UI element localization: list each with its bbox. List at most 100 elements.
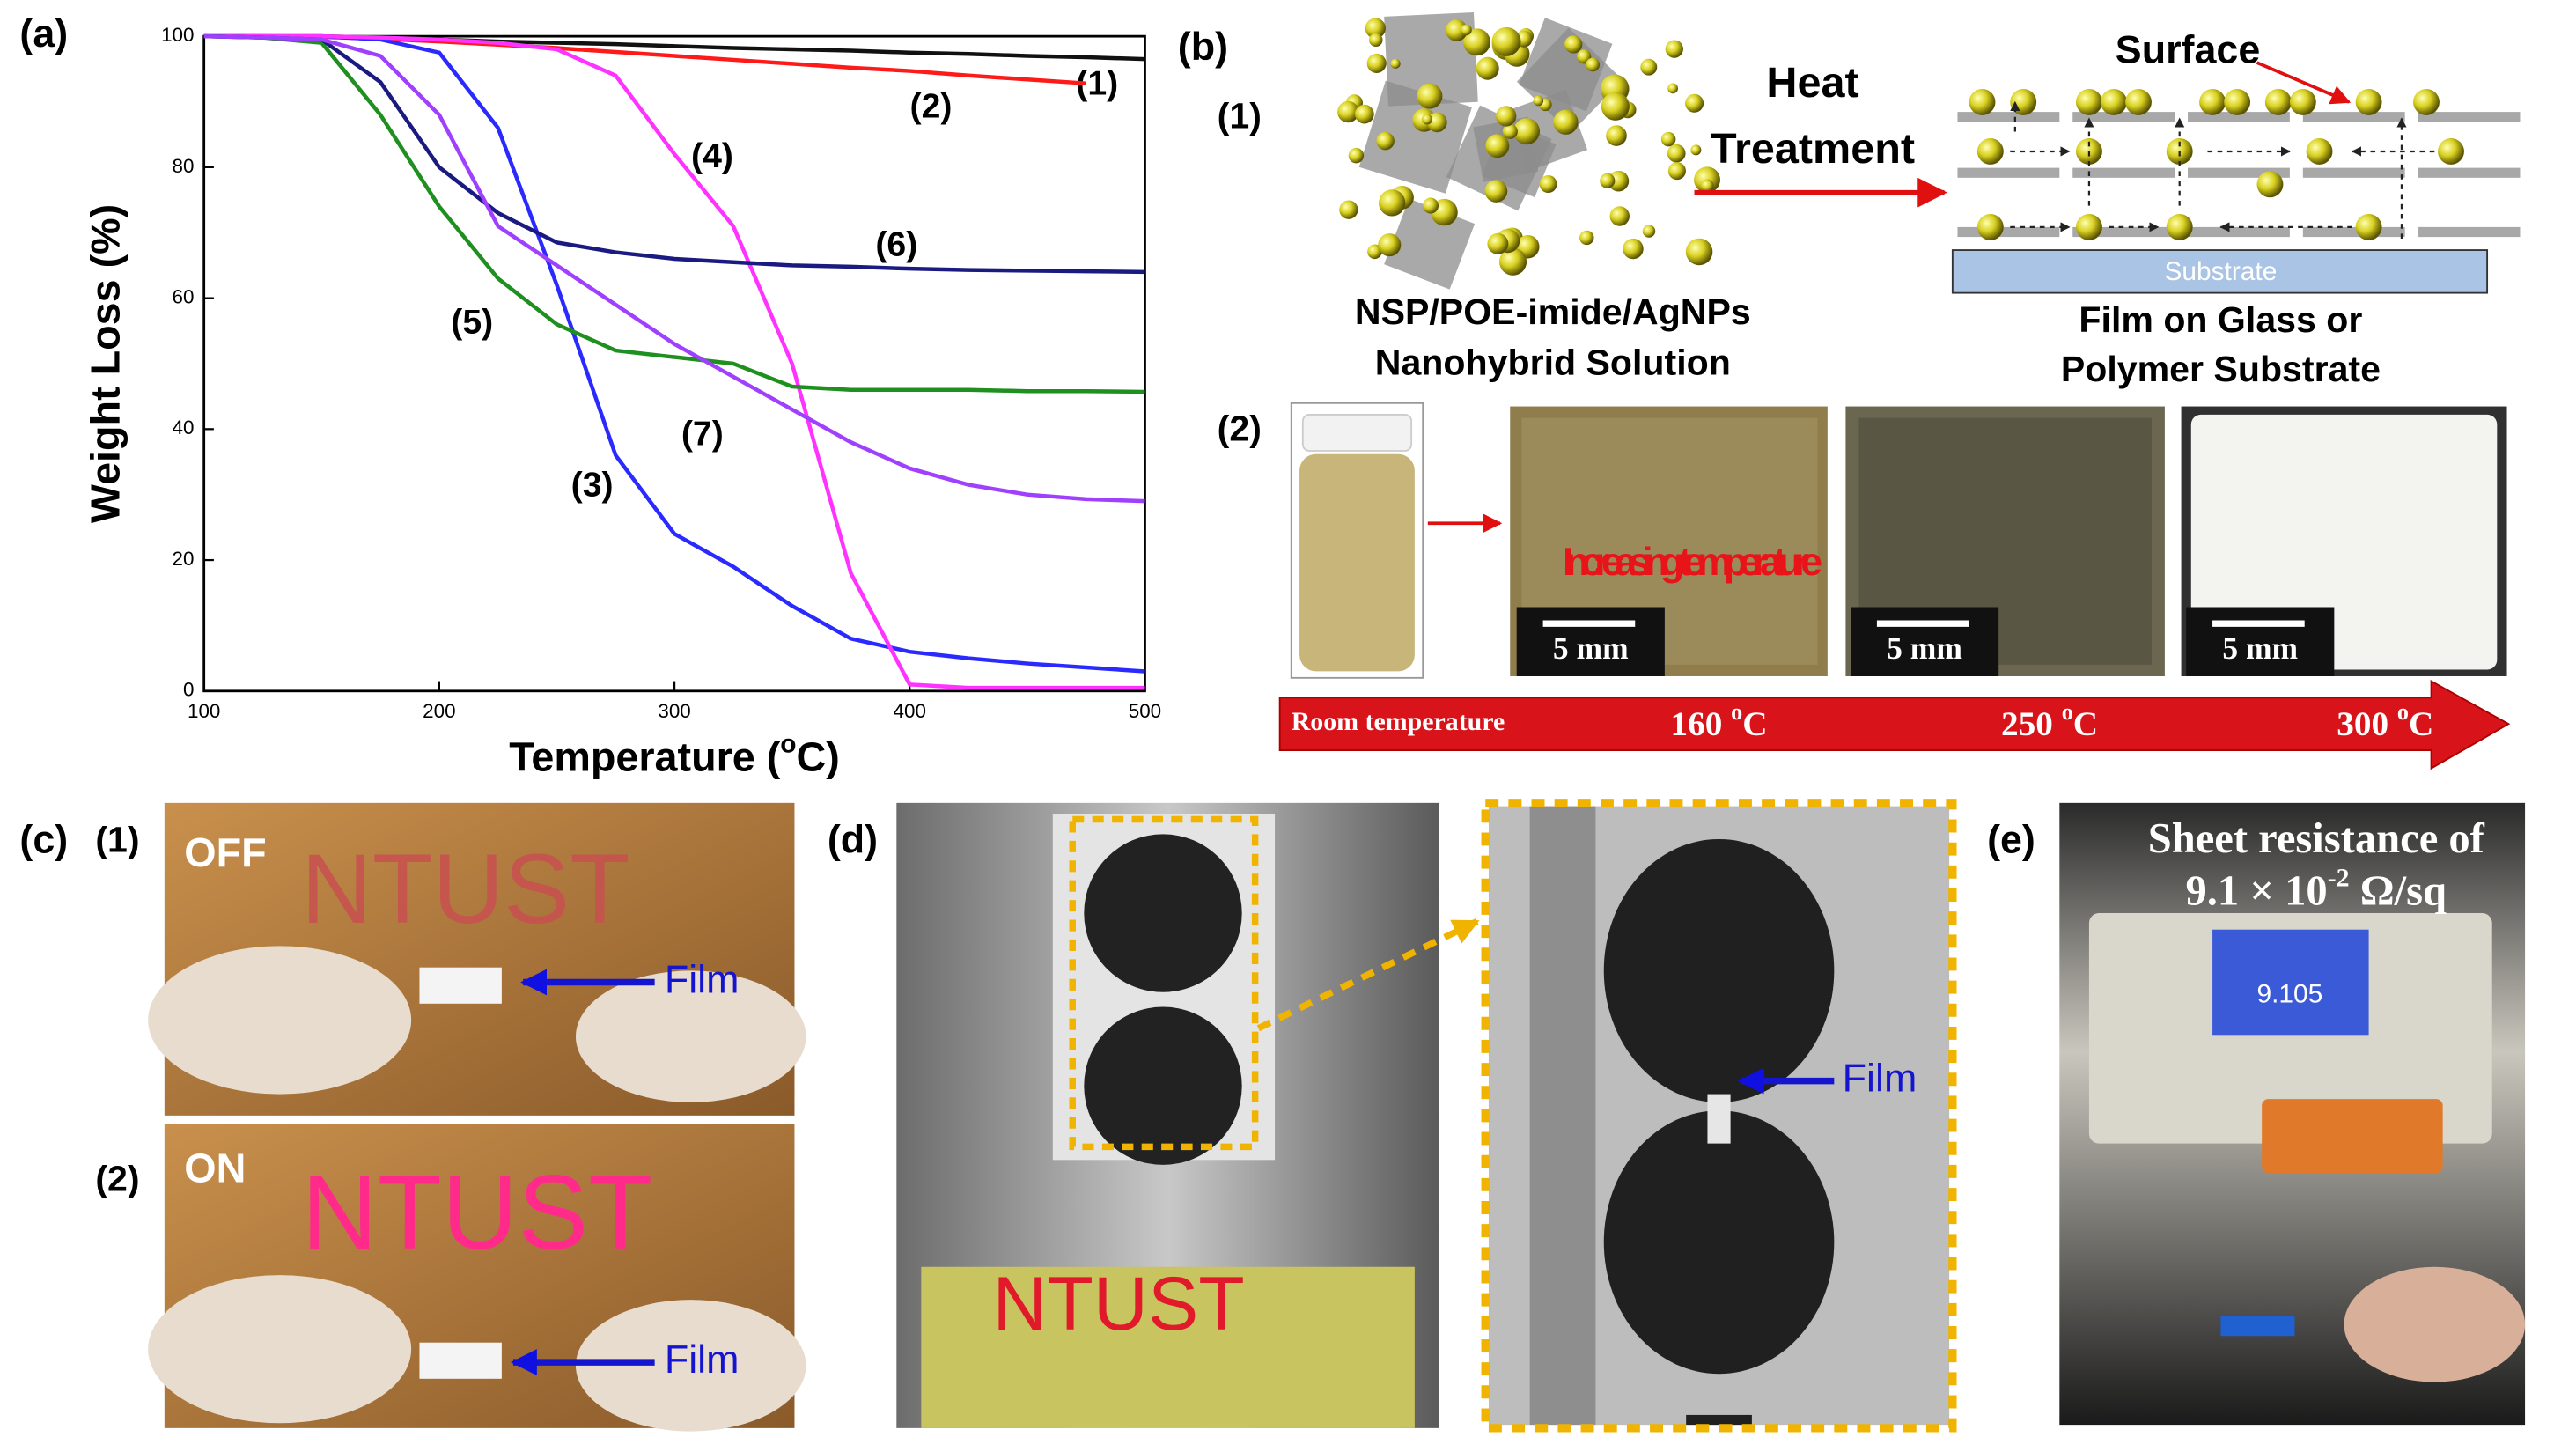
- keypad: [2262, 1099, 2443, 1174]
- series-label: (2): [910, 87, 953, 126]
- film-sample: [419, 1342, 502, 1379]
- temperature-labels: 160 oC 250 oC 300 oC: [1671, 699, 2434, 743]
- film-label: Film: [1843, 1055, 1917, 1100]
- grip: [1603, 1110, 1835, 1375]
- series-label: (4): [691, 136, 733, 175]
- scale-box: [1851, 607, 1999, 676]
- nanoparticle: [1700, 179, 1714, 193]
- nanoparticle: [1642, 225, 1656, 238]
- panel-label: (a): [19, 11, 68, 55]
- zoom-frame: [1481, 799, 1957, 1433]
- value-sup: -2: [2328, 864, 2350, 893]
- data-line: [203, 33, 1145, 674]
- panel-label: (b): [1178, 24, 1228, 69]
- nanoparticle: [1667, 162, 1686, 181]
- nanoparticle: [1606, 125, 1627, 146]
- step-label: (2): [95, 1158, 139, 1198]
- series-label: (7): [681, 415, 724, 453]
- nanoparticle: [1339, 200, 1358, 219]
- nanoparticle: [1487, 232, 1509, 254]
- step-label: (1): [1218, 95, 1262, 136]
- increasing-label: Increasing temperature: [1563, 539, 1822, 584]
- column: [1529, 806, 1596, 1426]
- hand: [148, 946, 412, 1095]
- nanoparticle: [1539, 175, 1557, 194]
- nanoparticle: [1446, 19, 1468, 41]
- nanoparticle: [1496, 106, 1517, 127]
- panel-label: (c): [19, 817, 68, 862]
- stand: [1686, 1414, 1752, 1426]
- nanoparticle: [1685, 238, 1713, 266]
- value-text: 9.1 × 10: [2186, 867, 2328, 915]
- temperature-arrow: [1278, 680, 2511, 770]
- hand: [148, 1275, 412, 1424]
- on-label: ON: [184, 1146, 246, 1191]
- nanoparticle: [1502, 123, 1518, 139]
- panel-a: (a) Weight Loss (%) Temperature (oC) 0 20…: [19, 11, 1161, 780]
- temperature-label: 160 oC: [1671, 699, 1768, 743]
- series-label: (6): [875, 225, 917, 264]
- scale-bars: 5 mm 5 mm 5 mm: [1516, 607, 2335, 676]
- led-board: [921, 1266, 1415, 1428]
- x-tick-label: 500: [1129, 700, 1161, 722]
- heat-label: Treatment: [1711, 125, 1915, 173]
- temp-unit: C: [2073, 705, 2098, 743]
- panel-label: (d): [828, 817, 878, 862]
- surface-label: Surface: [2116, 27, 2260, 72]
- nanoparticle: [1667, 83, 1679, 94]
- panel-d: (d) NTUST Film: [828, 799, 1957, 1433]
- temp-sup: o: [2397, 699, 2409, 725]
- nanoparticle: [1376, 131, 1395, 151]
- nanosheet-layer: [2072, 112, 2175, 122]
- substrate-label: Substrate: [2164, 257, 2277, 286]
- nanoparticle: [2199, 88, 2226, 115]
- nanosheet: [1358, 80, 1472, 194]
- nanoparticle: [2125, 88, 2152, 115]
- nanoparticle: [1461, 24, 1472, 36]
- nanoparticle: [1533, 95, 1544, 107]
- y-tick-label: 100: [161, 24, 194, 46]
- nanoparticle: [1564, 35, 1583, 54]
- nanoparticle: [2256, 171, 2284, 198]
- nanoparticle: [1499, 247, 1527, 276]
- nanoparticle: [1667, 144, 1686, 163]
- x-axis-label-end: C): [797, 734, 840, 780]
- nanoparticle: [1660, 131, 1676, 147]
- nanoparticle: [2438, 137, 2464, 165]
- nanosheet-layer: [2418, 112, 2521, 122]
- temp-unit: C: [1742, 705, 1767, 743]
- nanosheet-layer: [1957, 226, 2060, 238]
- led-sign: NTUST: [301, 834, 630, 944]
- temperature-label: 300 oC: [2337, 699, 2433, 743]
- nanosheet-layer: [2188, 167, 2290, 178]
- nanoparticle: [2355, 88, 2382, 115]
- vial: [1299, 453, 1415, 672]
- data-line: [203, 33, 1145, 690]
- nanoparticle: [1417, 83, 1443, 109]
- temp-number: 250: [2001, 705, 2062, 743]
- grip: [1084, 1006, 1242, 1165]
- caption-value: 9.1 × 10-2 Ω/sq: [2186, 864, 2447, 915]
- nanoparticle: [2413, 88, 2440, 115]
- nanoparticle: [2166, 213, 2193, 240]
- x-tick-label: 200: [423, 700, 455, 722]
- nanosheet-layer: [2072, 167, 2175, 178]
- nanoparticle: [1366, 53, 1387, 73]
- temp-unit: C: [2409, 705, 2433, 743]
- nanoparticle: [1422, 197, 1439, 214]
- nanoparticle: [1690, 144, 1702, 156]
- nanoparticle: [1600, 173, 1616, 188]
- nanosheet-layer: [1957, 167, 2060, 178]
- y-tick-label: 40: [173, 416, 195, 439]
- x-tick-label: 300: [658, 700, 690, 722]
- y-tick-label: 0: [183, 679, 194, 701]
- meter-screen: [2212, 929, 2369, 1036]
- nanosheet-layer: [2302, 112, 2405, 122]
- panel-e: (e) 9.105 Sheet resistance of 9.1 × 10-2…: [1987, 802, 2526, 1426]
- nanoparticle: [1623, 238, 1644, 260]
- nanoparticle: [2166, 137, 2193, 165]
- meter-reading: 9.105: [2257, 979, 2323, 1008]
- nanoparticle: [1367, 244, 1382, 260]
- nanosheet-layer: [2418, 226, 2521, 238]
- scale-label: 5 mm: [1887, 630, 1962, 666]
